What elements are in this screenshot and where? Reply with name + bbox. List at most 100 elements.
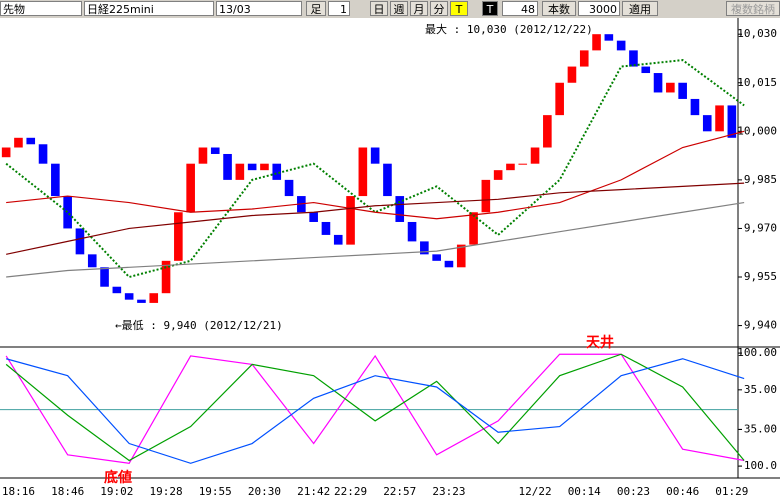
y-tick-label: 100.00 bbox=[737, 346, 777, 359]
apply-button[interactable]: 適用 bbox=[622, 1, 658, 16]
down-candle bbox=[87, 254, 97, 268]
up-candle bbox=[469, 212, 478, 245]
up-candle bbox=[567, 66, 577, 83]
up-candle bbox=[518, 163, 528, 165]
up-candle bbox=[493, 170, 503, 180]
down-candle bbox=[112, 286, 122, 294]
down-candle bbox=[370, 147, 380, 164]
up-candle bbox=[506, 163, 515, 171]
up-candle bbox=[235, 163, 245, 180]
up-candle bbox=[543, 115, 552, 148]
up-candle bbox=[456, 244, 466, 268]
x-tick-label: 19:28 bbox=[149, 485, 182, 498]
down-candle bbox=[223, 153, 232, 180]
down-candle bbox=[38, 144, 48, 164]
y-tick-label: 10,015 bbox=[737, 76, 777, 89]
x-tick-label: 19:55 bbox=[199, 485, 232, 498]
down-candle bbox=[604, 34, 614, 41]
symbol-select[interactable]: 日経225mini bbox=[84, 1, 214, 16]
down-candle bbox=[284, 179, 294, 197]
x-tick-label: 12/22 bbox=[518, 485, 551, 498]
month-select[interactable]: 13/03 bbox=[216, 1, 302, 16]
indicator-line bbox=[5, 358, 745, 464]
up-candle bbox=[198, 147, 208, 164]
down-candle bbox=[124, 293, 134, 300]
up-candle bbox=[346, 196, 355, 245]
down-candle bbox=[51, 163, 60, 197]
y-tick-label: 9,955 bbox=[744, 270, 777, 283]
indicator-line bbox=[6, 182, 745, 255]
down-candle bbox=[444, 260, 454, 268]
tick-button[interactable]: T bbox=[450, 1, 468, 16]
x-tick-label: 00:46 bbox=[666, 485, 699, 498]
top-annotation: 天井 bbox=[586, 334, 614, 351]
label: 足 bbox=[306, 1, 326, 16]
toolbar: 先物 日経225mini 13/03 足 1 日 週 月 分 T T 48 本数… bbox=[0, 0, 780, 18]
y-tick-label: 10,030 bbox=[737, 27, 777, 40]
up-candle bbox=[1, 147, 11, 158]
up-candle bbox=[555, 82, 564, 116]
x-tick-label: 20:30 bbox=[248, 485, 281, 498]
down-candle bbox=[432, 254, 441, 261]
down-candle bbox=[210, 147, 220, 154]
up-candle bbox=[715, 105, 724, 132]
label: 本数 bbox=[542, 1, 576, 16]
min-annotation: ←最低 : 9,940 (2012/12/21) bbox=[115, 319, 283, 332]
down-candle bbox=[395, 196, 405, 222]
minute-button[interactable]: 分 bbox=[430, 1, 448, 16]
y-tick-label: 9,985 bbox=[744, 173, 777, 186]
x-tick-label: 23:23 bbox=[432, 485, 465, 498]
y-tick-label: 9,970 bbox=[744, 221, 777, 234]
up-candle bbox=[592, 34, 601, 51]
x-tick-label: 21:42 bbox=[297, 485, 330, 498]
up-candle bbox=[161, 260, 171, 294]
max-annotation: 最大 : 10,030 (2012/12/22) bbox=[425, 22, 593, 36]
x-tick-label: 18:46 bbox=[51, 485, 84, 498]
x-tick-label: 19:02 bbox=[100, 485, 133, 498]
down-candle bbox=[641, 66, 651, 74]
week-button[interactable]: 週 bbox=[390, 1, 408, 16]
market-select[interactable]: 先物 bbox=[0, 1, 82, 16]
y-tick-label: 10,000 bbox=[737, 124, 777, 137]
down-candle bbox=[137, 299, 146, 303]
background bbox=[0, 18, 780, 500]
x-tick-label: 01:29 bbox=[715, 485, 748, 498]
down-candle bbox=[333, 234, 343, 245]
count-input[interactable]: 48 bbox=[502, 1, 538, 16]
down-candle bbox=[321, 221, 331, 235]
down-candle bbox=[629, 50, 638, 67]
down-candle bbox=[653, 73, 663, 93]
y-tick-label: -100.0 bbox=[737, 459, 777, 472]
up-candle bbox=[530, 147, 540, 164]
down-candle bbox=[702, 115, 712, 132]
down-candle bbox=[309, 212, 318, 222]
period-input[interactable]: 1 bbox=[328, 1, 350, 16]
x-tick-label: 00:14 bbox=[568, 485, 601, 498]
month-button[interactable]: 月 bbox=[410, 1, 428, 16]
bars-input[interactable]: 3000 bbox=[578, 1, 620, 16]
down-candle bbox=[690, 98, 700, 116]
indicator-line bbox=[5, 353, 745, 462]
indicator-line bbox=[6, 201, 745, 278]
bottom-annotation: 底値 bbox=[104, 469, 132, 486]
down-candle bbox=[26, 137, 36, 145]
day-button[interactable]: 日 bbox=[370, 1, 388, 16]
down-candle bbox=[100, 267, 109, 287]
down-candle bbox=[247, 163, 257, 171]
down-candle bbox=[407, 221, 417, 242]
chart: 10,030 10,015 10,000 9,985 9,970 9,955 9,940 18… bbox=[0, 18, 780, 500]
up-candle bbox=[260, 163, 269, 171]
down-candle bbox=[616, 40, 626, 51]
up-candle bbox=[481, 179, 491, 213]
indicator-line bbox=[6, 130, 745, 220]
down-candle bbox=[383, 163, 392, 197]
x-tick-label: 18:16 bbox=[2, 485, 35, 498]
down-candle bbox=[420, 241, 429, 255]
up-candle bbox=[666, 82, 675, 93]
down-candle bbox=[727, 105, 737, 138]
up-candle bbox=[14, 137, 23, 148]
up-candle bbox=[358, 147, 368, 197]
tick-button[interactable]: T bbox=[482, 1, 498, 16]
x-tick-label: 22:29 bbox=[334, 485, 367, 498]
multi-button[interactable]: 複数銘柄 bbox=[726, 1, 780, 16]
